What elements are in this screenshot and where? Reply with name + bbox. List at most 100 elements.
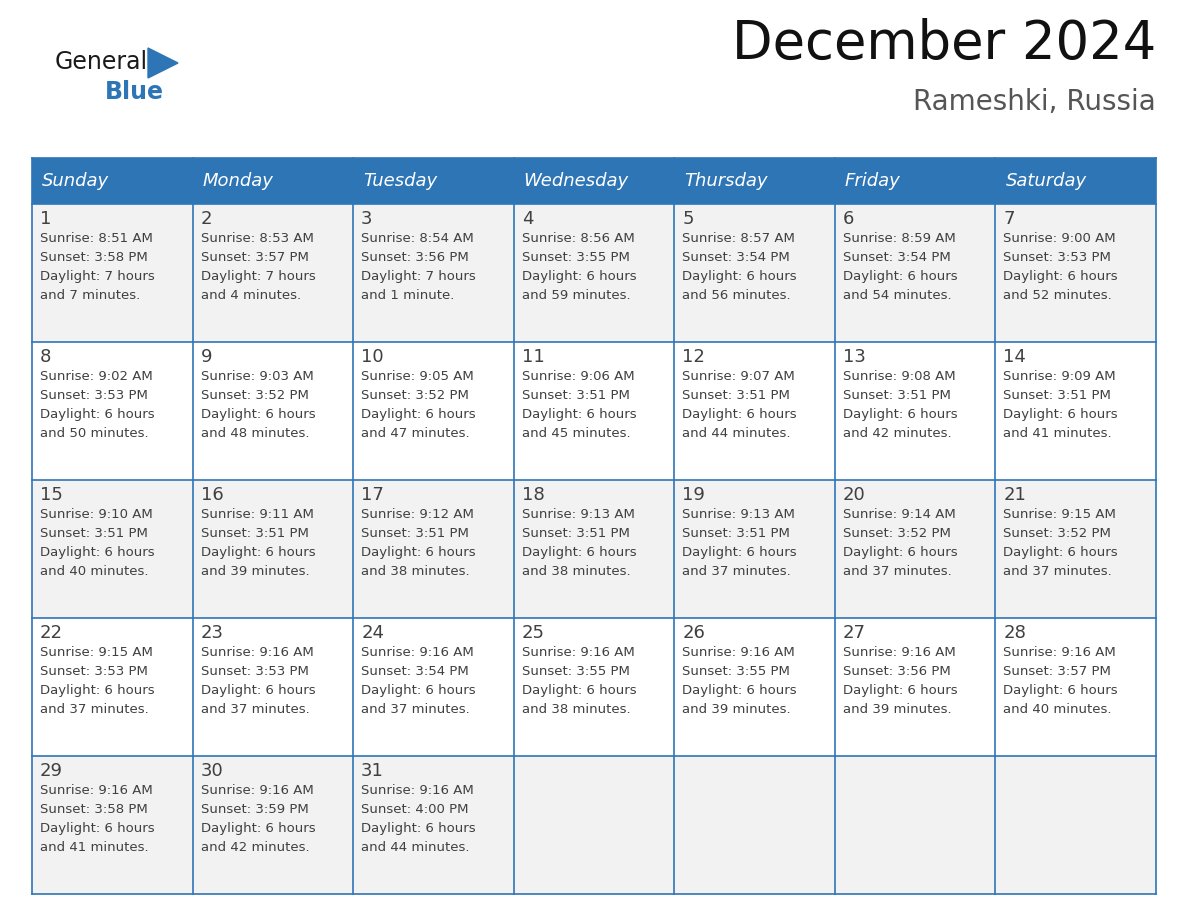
Text: Sunset: 3:58 PM: Sunset: 3:58 PM <box>40 251 147 264</box>
Bar <box>996 342 1156 480</box>
Text: Sunrise: 9:16 AM: Sunrise: 9:16 AM <box>40 784 153 797</box>
Text: and 41 minutes.: and 41 minutes. <box>40 841 148 854</box>
Bar <box>192 342 353 480</box>
Text: 29: 29 <box>40 762 63 780</box>
Text: 28: 28 <box>1004 624 1026 642</box>
Text: Sunrise: 9:16 AM: Sunrise: 9:16 AM <box>201 646 314 659</box>
Text: Daylight: 6 hours: Daylight: 6 hours <box>201 546 315 559</box>
Text: Sunrise: 9:15 AM: Sunrise: 9:15 AM <box>1004 508 1117 521</box>
Text: and 39 minutes.: and 39 minutes. <box>842 703 952 716</box>
Bar <box>675 480 835 618</box>
Text: Sunset: 3:57 PM: Sunset: 3:57 PM <box>201 251 309 264</box>
Text: Sunrise: 9:14 AM: Sunrise: 9:14 AM <box>842 508 955 521</box>
Text: Sunrise: 8:54 AM: Sunrise: 8:54 AM <box>361 232 474 245</box>
Text: Daylight: 6 hours: Daylight: 6 hours <box>201 822 315 835</box>
Text: Sunrise: 9:16 AM: Sunrise: 9:16 AM <box>201 784 314 797</box>
Text: Sunrise: 9:09 AM: Sunrise: 9:09 AM <box>1004 370 1116 383</box>
Text: 31: 31 <box>361 762 384 780</box>
Text: Sunset: 3:52 PM: Sunset: 3:52 PM <box>201 389 309 402</box>
Bar <box>192 756 353 894</box>
Text: Sunrise: 9:12 AM: Sunrise: 9:12 AM <box>361 508 474 521</box>
Text: Sunday: Sunday <box>42 172 109 190</box>
Text: Daylight: 6 hours: Daylight: 6 hours <box>682 684 797 697</box>
Text: Daylight: 7 hours: Daylight: 7 hours <box>201 270 315 283</box>
Text: Daylight: 7 hours: Daylight: 7 hours <box>40 270 154 283</box>
Text: Tuesday: Tuesday <box>364 172 437 190</box>
Text: Daylight: 6 hours: Daylight: 6 hours <box>1004 270 1118 283</box>
Bar <box>353 618 513 756</box>
Text: and 44 minutes.: and 44 minutes. <box>682 427 791 440</box>
Text: 5: 5 <box>682 210 694 228</box>
Text: Sunset: 4:00 PM: Sunset: 4:00 PM <box>361 803 468 816</box>
Text: 2: 2 <box>201 210 213 228</box>
Text: Sunset: 3:53 PM: Sunset: 3:53 PM <box>40 665 147 678</box>
Text: Daylight: 6 hours: Daylight: 6 hours <box>40 408 154 421</box>
Text: Sunset: 3:51 PM: Sunset: 3:51 PM <box>40 527 147 540</box>
Text: 16: 16 <box>201 486 223 504</box>
Bar <box>32 342 192 480</box>
Text: Blue: Blue <box>105 80 164 104</box>
Text: 19: 19 <box>682 486 706 504</box>
Text: and 38 minutes.: and 38 minutes. <box>361 565 469 578</box>
Text: Sunrise: 9:11 AM: Sunrise: 9:11 AM <box>201 508 314 521</box>
Bar <box>513 756 675 894</box>
Bar <box>192 480 353 618</box>
Text: Sunset: 3:56 PM: Sunset: 3:56 PM <box>842 665 950 678</box>
Text: 22: 22 <box>40 624 63 642</box>
Text: Sunset: 3:51 PM: Sunset: 3:51 PM <box>842 389 950 402</box>
Text: and 7 minutes.: and 7 minutes. <box>40 289 140 302</box>
Bar <box>353 480 513 618</box>
Text: Sunset: 3:54 PM: Sunset: 3:54 PM <box>682 251 790 264</box>
Text: and 56 minutes.: and 56 minutes. <box>682 289 791 302</box>
Text: and 50 minutes.: and 50 minutes. <box>40 427 148 440</box>
Text: Daylight: 6 hours: Daylight: 6 hours <box>201 684 315 697</box>
Bar <box>835 756 996 894</box>
Text: and 44 minutes.: and 44 minutes. <box>361 841 469 854</box>
Text: Sunset: 3:53 PM: Sunset: 3:53 PM <box>1004 251 1111 264</box>
Text: and 40 minutes.: and 40 minutes. <box>1004 703 1112 716</box>
Text: Daylight: 6 hours: Daylight: 6 hours <box>1004 408 1118 421</box>
Text: 13: 13 <box>842 348 866 366</box>
Text: 27: 27 <box>842 624 866 642</box>
Text: Sunset: 3:58 PM: Sunset: 3:58 PM <box>40 803 147 816</box>
Text: 23: 23 <box>201 624 223 642</box>
Text: Daylight: 6 hours: Daylight: 6 hours <box>682 408 797 421</box>
Bar <box>996 204 1156 342</box>
Text: Sunrise: 9:16 AM: Sunrise: 9:16 AM <box>682 646 795 659</box>
Bar <box>32 618 192 756</box>
Text: Sunrise: 9:00 AM: Sunrise: 9:00 AM <box>1004 232 1116 245</box>
Text: and 54 minutes.: and 54 minutes. <box>842 289 952 302</box>
Text: Sunset: 3:59 PM: Sunset: 3:59 PM <box>201 803 309 816</box>
Text: and 39 minutes.: and 39 minutes. <box>201 565 309 578</box>
Text: and 37 minutes.: and 37 minutes. <box>842 565 952 578</box>
Text: Daylight: 6 hours: Daylight: 6 hours <box>522 408 637 421</box>
Text: Thursday: Thursday <box>684 172 767 190</box>
Text: Sunset: 3:51 PM: Sunset: 3:51 PM <box>1004 389 1111 402</box>
Bar <box>835 480 996 618</box>
Text: and 37 minutes.: and 37 minutes. <box>40 703 148 716</box>
Bar <box>996 756 1156 894</box>
Text: and 39 minutes.: and 39 minutes. <box>682 703 791 716</box>
Text: and 41 minutes.: and 41 minutes. <box>1004 427 1112 440</box>
Text: Sunrise: 9:02 AM: Sunrise: 9:02 AM <box>40 370 153 383</box>
Text: Daylight: 6 hours: Daylight: 6 hours <box>361 822 475 835</box>
Text: and 42 minutes.: and 42 minutes. <box>201 841 309 854</box>
Text: Sunset: 3:51 PM: Sunset: 3:51 PM <box>201 527 309 540</box>
Text: Sunrise: 9:13 AM: Sunrise: 9:13 AM <box>522 508 634 521</box>
Text: and 4 minutes.: and 4 minutes. <box>201 289 301 302</box>
Text: and 38 minutes.: and 38 minutes. <box>522 565 631 578</box>
Text: 11: 11 <box>522 348 544 366</box>
Bar <box>32 480 192 618</box>
Text: and 37 minutes.: and 37 minutes. <box>1004 565 1112 578</box>
Text: Sunset: 3:55 PM: Sunset: 3:55 PM <box>522 665 630 678</box>
Text: 9: 9 <box>201 348 213 366</box>
Bar <box>996 618 1156 756</box>
Text: Sunrise: 9:16 AM: Sunrise: 9:16 AM <box>361 784 474 797</box>
Polygon shape <box>148 48 178 78</box>
Bar <box>32 204 192 342</box>
Text: and 45 minutes.: and 45 minutes. <box>522 427 631 440</box>
Bar <box>675 342 835 480</box>
Text: and 38 minutes.: and 38 minutes. <box>522 703 631 716</box>
Text: Daylight: 6 hours: Daylight: 6 hours <box>40 684 154 697</box>
Text: Daylight: 6 hours: Daylight: 6 hours <box>522 270 637 283</box>
